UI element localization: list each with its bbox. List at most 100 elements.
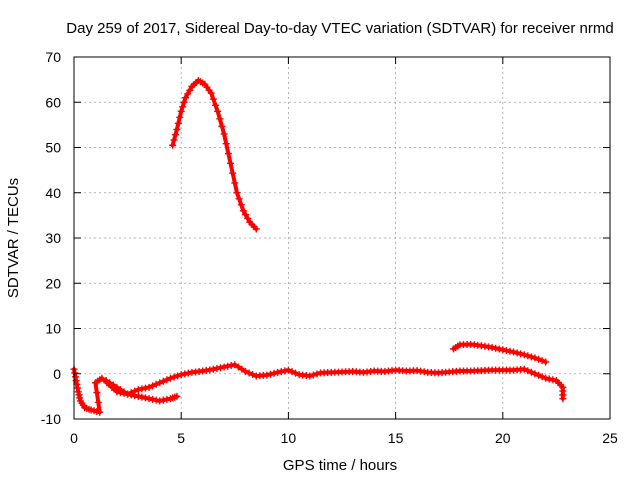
x-tick-label: 10: [281, 430, 297, 446]
data-point: [309, 371, 317, 379]
data-point: [227, 361, 235, 369]
data-point: [224, 150, 232, 158]
data-point: [176, 113, 184, 121]
data-point: [159, 377, 167, 385]
x-tick-label: 0: [70, 430, 78, 446]
data-point: [184, 369, 192, 377]
data-point: [531, 370, 539, 378]
data-point: [527, 368, 535, 376]
data-point: [267, 370, 275, 378]
data-point: [524, 367, 532, 375]
data-point: [124, 390, 132, 398]
data-point: [170, 373, 178, 381]
data-point: [513, 349, 521, 357]
data-point: [209, 95, 217, 103]
data-point: [229, 169, 237, 177]
x-axis-label: GPS time / hours: [283, 457, 397, 474]
data-point: [131, 392, 139, 400]
y-tick-label: 0: [53, 366, 61, 382]
data-point: [71, 369, 79, 377]
data-point: [502, 347, 510, 355]
y-tick-label: 20: [45, 275, 61, 291]
data-point: [173, 392, 181, 400]
data-point: [517, 350, 525, 358]
gridlines: [74, 57, 610, 419]
y-tick-label: 10: [45, 321, 61, 337]
data-point: [235, 195, 243, 203]
data-point: [231, 361, 239, 369]
data-point: [138, 393, 146, 401]
data-point: [207, 89, 215, 97]
data-point: [277, 368, 285, 376]
data-point: [531, 354, 539, 362]
data-point: [224, 362, 232, 370]
data-point: [217, 364, 225, 372]
data-point: [222, 140, 230, 148]
data-point: [213, 364, 221, 372]
data-point: [98, 374, 106, 382]
data-point: [138, 385, 146, 393]
data-point: [106, 379, 114, 387]
data-point: [94, 398, 102, 406]
data-point: [145, 383, 153, 391]
data-point: [520, 351, 528, 359]
data-point: [242, 367, 250, 375]
data-point: [181, 370, 189, 378]
data-point: [306, 372, 314, 380]
data-point: [145, 395, 153, 403]
data-point: [542, 374, 550, 382]
data-point: [220, 130, 228, 138]
data-point: [149, 382, 157, 390]
data-point: [216, 115, 224, 123]
y-tick-label: 50: [45, 140, 61, 156]
x-tick-label: 25: [602, 430, 618, 446]
data-point: [245, 369, 253, 377]
x-tick-label: 15: [388, 430, 404, 446]
series-lower-branch: [102, 377, 181, 405]
data-point: [527, 353, 535, 361]
data-point: [181, 94, 189, 102]
data-point: [113, 383, 121, 391]
y-tick-label: -10: [41, 411, 61, 427]
y-tick-label: 40: [45, 185, 61, 201]
x-tick-label: 5: [177, 430, 185, 446]
data-point: [93, 389, 101, 397]
data-point: [492, 344, 500, 352]
series-near-zero-band: [70, 361, 567, 416]
data-point: [233, 189, 241, 197]
data-point: [538, 373, 546, 381]
data-point: [74, 384, 82, 392]
data-point: [116, 386, 124, 394]
axis-ticks: 0 5 10 15 20 25 -10 0 10 20 30 40 50 60 70: [41, 49, 618, 446]
y-axis-label: SDTVAR / TECUs: [5, 178, 22, 298]
data-point: [127, 391, 135, 399]
data-point: [134, 386, 142, 394]
data-point: [171, 131, 179, 139]
data-point: [284, 366, 292, 374]
y-tick-label: 30: [45, 230, 61, 246]
data-point: [134, 392, 142, 400]
data-point: [249, 371, 257, 379]
data-point: [281, 367, 289, 375]
y-tick-label: 70: [45, 49, 61, 65]
data-point: [179, 103, 187, 111]
data-point: [149, 395, 157, 403]
data-point: [238, 365, 246, 373]
data-point: [520, 365, 528, 373]
data-point: [234, 363, 242, 371]
data-point: [231, 179, 239, 187]
data-point: [156, 379, 164, 387]
data-point: [174, 119, 182, 127]
data-point: [237, 201, 245, 209]
data-point: [152, 380, 160, 388]
data-point: [159, 396, 167, 404]
data-point: [313, 370, 321, 378]
data-point: [209, 365, 217, 373]
series-peak-arc: [169, 77, 260, 233]
data-point: [163, 395, 171, 403]
data-point: [538, 357, 546, 365]
data-point: [244, 214, 252, 222]
series-late-arc: [449, 340, 550, 366]
